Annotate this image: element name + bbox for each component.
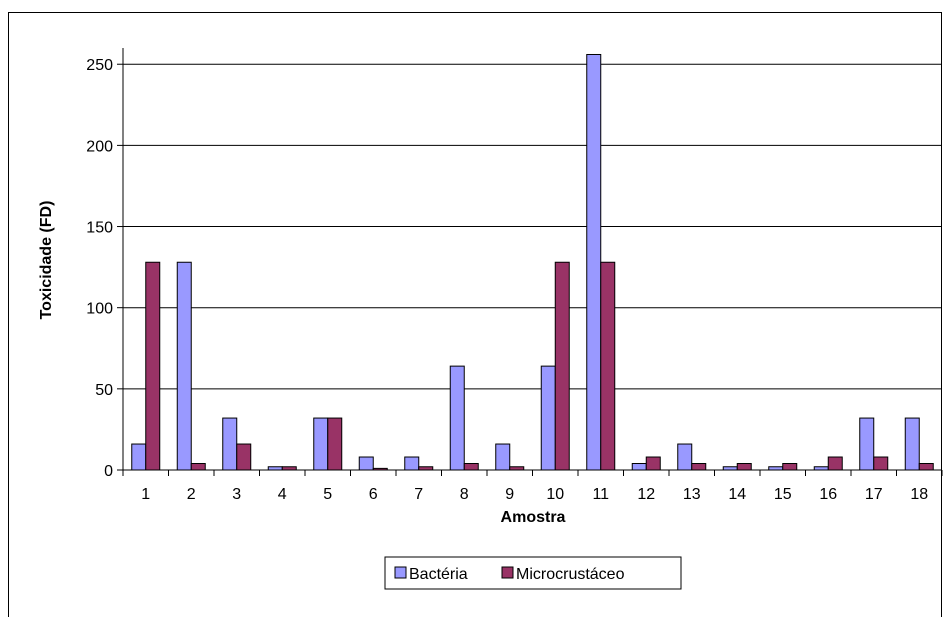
gridlines bbox=[123, 63, 942, 390]
y-tick-label: 0 bbox=[104, 463, 113, 480]
bar-microcrustaceo bbox=[736, 463, 752, 471]
x-tick-label: 18 bbox=[910, 486, 928, 503]
bar-microcrustaceo bbox=[645, 456, 661, 471]
bar-bacteria bbox=[631, 463, 647, 471]
y-tick-label: 200 bbox=[86, 138, 113, 155]
bar-microcrustaceo bbox=[918, 463, 934, 471]
x-tick-label: 13 bbox=[683, 486, 701, 503]
bar-microcrustaceo bbox=[463, 463, 479, 471]
y-ticks: 0 50 100 150 200 250 bbox=[86, 57, 123, 480]
x-tick-label: 4 bbox=[278, 486, 287, 503]
x-tick-label: 10 bbox=[546, 486, 564, 503]
bar-microcrustaceo bbox=[190, 463, 206, 471]
bar-microcrustaceo bbox=[327, 417, 343, 471]
legend-box bbox=[384, 556, 682, 590]
y-tick-label: 150 bbox=[86, 220, 113, 237]
bar-bacteria bbox=[859, 417, 875, 471]
x-tick-label: 15 bbox=[774, 486, 792, 503]
y-tick-label: 100 bbox=[86, 301, 113, 318]
bar-bacteria bbox=[449, 365, 465, 471]
x-tick-label: 2 bbox=[187, 486, 196, 503]
bar-bacteria bbox=[904, 417, 920, 471]
x-tick-label: 17 bbox=[865, 486, 883, 503]
x-tick-label: 3 bbox=[232, 486, 241, 503]
axes bbox=[122, 48, 942, 471]
bar-bacteria bbox=[677, 443, 693, 471]
x-tick-label: 9 bbox=[505, 486, 514, 503]
bars bbox=[131, 53, 934, 471]
bar-bacteria bbox=[586, 53, 602, 471]
bar-microcrustaceo bbox=[827, 456, 843, 471]
x-tick-label: 12 bbox=[637, 486, 655, 503]
bar-bacteria bbox=[358, 456, 374, 471]
x-ticks: 1 2 3 4 5 6 7 8 9 10 11 12 13 14 15 16 17 18 bbox=[122, 470, 943, 503]
legend-swatch bbox=[394, 566, 407, 579]
legend-label: Bactéria bbox=[409, 566, 468, 583]
legend: Bactéria Microcrustáceo bbox=[384, 556, 682, 590]
bar-bacteria bbox=[176, 261, 192, 471]
bar-bacteria bbox=[313, 417, 329, 471]
bar-bacteria bbox=[404, 456, 420, 471]
x-axis-title: Amostra bbox=[501, 509, 566, 526]
legend-swatch bbox=[501, 566, 514, 579]
x-tick-label: 7 bbox=[414, 486, 423, 503]
bar-microcrustaceo bbox=[236, 443, 252, 471]
chart-frame bbox=[8, 12, 942, 617]
x-tick-label: 14 bbox=[728, 486, 746, 503]
bar-microcrustaceo bbox=[873, 456, 889, 471]
bar-microcrustaceo bbox=[554, 261, 570, 471]
bar-bacteria bbox=[131, 443, 147, 471]
x-tick-label: 6 bbox=[369, 486, 378, 503]
bar-bacteria bbox=[495, 443, 511, 471]
legend-label: Microcrustáceo bbox=[516, 566, 625, 583]
y-axis-title: Toxicidade (FD) bbox=[38, 201, 55, 320]
x-tick-label: 8 bbox=[460, 486, 469, 503]
y-tick-label: 250 bbox=[86, 57, 113, 74]
bar-microcrustaceo bbox=[145, 261, 161, 471]
bar-microcrustaceo bbox=[600, 261, 616, 471]
x-tick-label: 11 bbox=[592, 486, 609, 503]
y-tick-label: 50 bbox=[95, 382, 113, 399]
x-tick-label: 1 bbox=[141, 486, 150, 503]
x-tick-label: 5 bbox=[323, 486, 332, 503]
bar-microcrustaceo bbox=[782, 463, 798, 471]
x-tick-label: 16 bbox=[819, 486, 837, 503]
bar-bacteria bbox=[222, 417, 238, 471]
bar-bacteria bbox=[540, 365, 556, 471]
bar-microcrustaceo bbox=[691, 463, 707, 471]
